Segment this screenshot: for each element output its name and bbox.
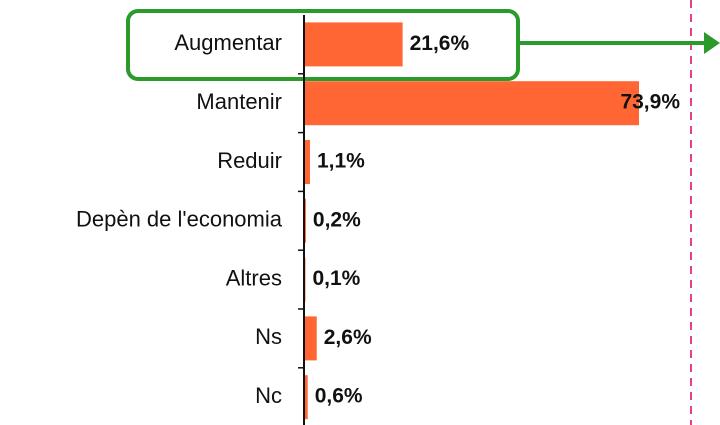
category-label: Ns xyxy=(255,324,282,349)
category-label: Mantenir xyxy=(196,89,282,114)
value-label: 0,1% xyxy=(312,267,360,290)
value-label: 21,6% xyxy=(410,32,470,55)
value-label: 1,1% xyxy=(317,150,365,173)
value-label: 2,6% xyxy=(324,326,372,349)
category-label: Depèn de l'economia xyxy=(76,207,283,232)
bar xyxy=(305,375,308,420)
category-label: Reduir xyxy=(217,148,282,173)
value-label: 0,2% xyxy=(313,208,361,231)
bar xyxy=(305,316,317,361)
category-label: Augmentar xyxy=(174,30,282,55)
category-label: Nc xyxy=(255,383,282,408)
value-label: 0,6% xyxy=(315,385,363,408)
bar xyxy=(305,140,310,184)
bar xyxy=(305,81,639,126)
arrow-head xyxy=(704,32,720,54)
value-label: 73,9% xyxy=(620,91,680,114)
bar xyxy=(305,198,306,243)
bar xyxy=(305,22,403,67)
category-label: Altres xyxy=(226,265,282,290)
